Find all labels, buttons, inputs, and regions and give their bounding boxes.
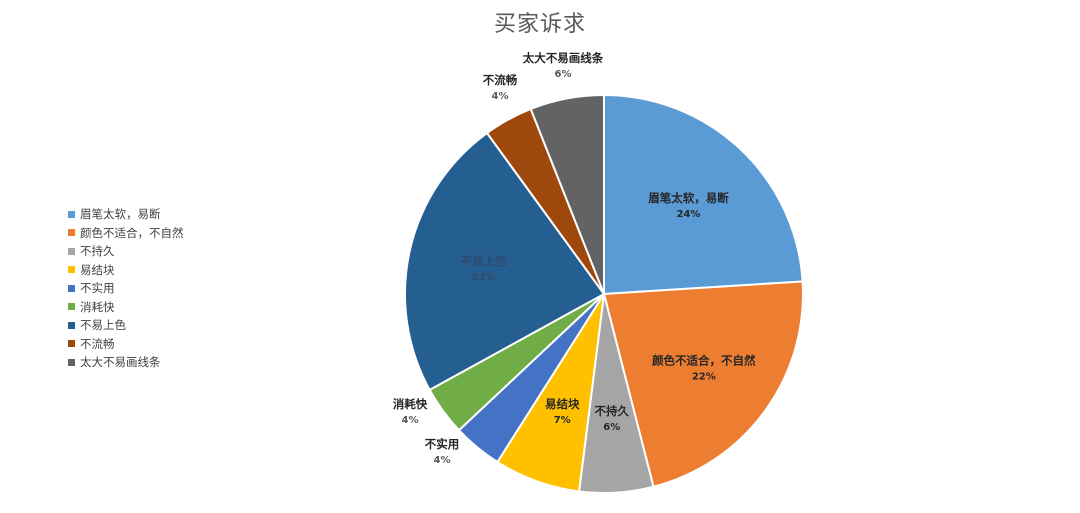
- legend-label: 颜色不适合，不自然: [80, 225, 184, 240]
- legend-swatch: [68, 321, 75, 329]
- slice-label-name: 太大不易画线条: [522, 51, 604, 65]
- legend-item: 颜色不适合，不自然: [68, 224, 184, 243]
- slice-label-name: 消耗快: [393, 397, 428, 411]
- legend-swatch: [68, 210, 75, 218]
- legend-label: 不实用: [80, 281, 115, 296]
- legend-item: 易结块: [68, 261, 184, 280]
- pie-slice: [529, 93, 605, 295]
- legend-label: 太大不易画线条: [80, 355, 161, 370]
- legend-item: 消耗快: [68, 298, 184, 317]
- legend-item: 不持久: [68, 242, 184, 261]
- slice-label-percent: 23%: [472, 272, 496, 283]
- slice-label-percent: 22%: [692, 372, 716, 383]
- slice-label-name: 眉笔太软，易断: [648, 191, 729, 205]
- slice-label-percent: 6%: [555, 69, 572, 80]
- slice-label-name: 颜色不适合，不自然: [652, 354, 756, 368]
- legend-swatch: [68, 284, 75, 292]
- slice-label-name: 不流畅: [483, 73, 518, 87]
- legend-item: 眉笔太软，易断: [68, 205, 184, 224]
- legend-swatch: [68, 303, 75, 311]
- legend-label: 不流畅: [80, 336, 115, 351]
- pie-slice: [404, 131, 606, 392]
- legend-label: 消耗快: [80, 299, 115, 314]
- slice-label-name: 不持久: [594, 404, 629, 418]
- slice-label-percent: 4%: [434, 455, 451, 466]
- pie-slice: [602, 280, 804, 488]
- slice-label-name: 不实用: [425, 437, 460, 451]
- legend-item: 太大不易画线条: [68, 353, 184, 372]
- slice-label-percent: 6%: [603, 422, 620, 433]
- legend-label: 易结块: [80, 262, 115, 277]
- legend-item: 不流畅: [68, 335, 184, 354]
- slice-label-percent: 4%: [492, 91, 509, 102]
- slice-label-name: 不易上色: [461, 254, 507, 268]
- legend-swatch: [68, 229, 75, 237]
- slice-label-percent: 4%: [402, 415, 419, 426]
- legend-label: 眉笔太软，易断: [80, 207, 161, 222]
- legend-label: 不持久: [80, 244, 115, 259]
- legend-swatch: [68, 358, 75, 366]
- legend-item: 不易上色: [68, 316, 184, 335]
- legend-swatch: [68, 266, 75, 274]
- slice-label-name: 易结块: [545, 397, 580, 411]
- pie-slice: [603, 93, 804, 296]
- legend-swatch: [68, 247, 75, 255]
- legend-item: 不实用: [68, 279, 184, 298]
- chart-title: 买家诉求: [493, 12, 586, 37]
- legend-label: 不易上色: [80, 318, 126, 333]
- slice-label-percent: 24%: [676, 209, 700, 220]
- legend-swatch: [68, 340, 75, 348]
- chart-legend: 眉笔太软，易断颜色不适合，不自然 不持久易结块不实用消耗快不易上色不流畅太大不易画…: [68, 205, 184, 372]
- slice-label-percent: 7%: [554, 415, 571, 426]
